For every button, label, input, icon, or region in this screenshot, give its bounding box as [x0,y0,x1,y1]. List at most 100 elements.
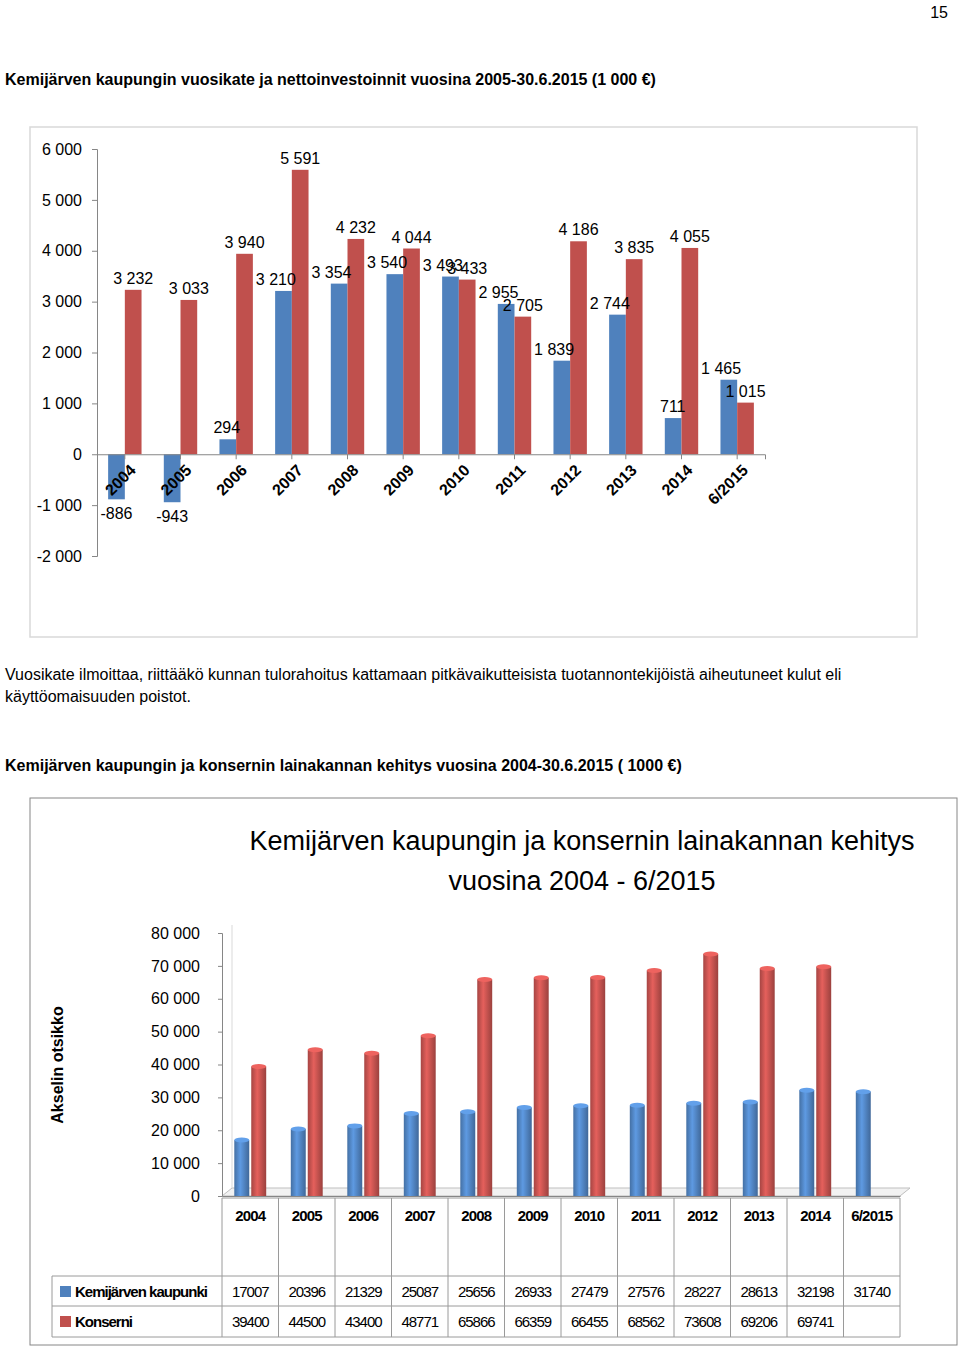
chart-title: Kemijärven kaupungin ja konsernin lainak… [250,826,915,896]
data-label: 3 210 [256,271,296,288]
tick-mark [218,1196,222,1197]
bar [291,1129,306,1196]
bar-cap [760,966,775,971]
bar [404,1114,419,1196]
bar [308,1050,323,1196]
table-rule [504,1198,505,1337]
bar [347,1126,362,1196]
tick-label: 30 000 [151,1089,200,1106]
table-value: 20396 [288,1283,325,1300]
tick-label: 2014 [800,1207,832,1224]
tick: 2009 [518,1196,549,1224]
bar [460,1112,475,1196]
table-rule [52,1337,900,1338]
bar [386,274,403,454]
tick-mark [458,454,459,459]
tick-mark [92,556,97,557]
tick-label: 60 000 [151,990,200,1007]
bar [219,439,236,454]
tick: 20 000 [151,1122,222,1139]
tick: -2 000 [37,548,97,565]
paragraph: Vuosikate ilmoittaa, riittääkö kunnan tu… [5,666,841,705]
tick-mark [92,149,97,150]
tick: 5 000 [42,191,97,208]
data-label: 1 015 [725,383,765,400]
table-rule [674,1198,675,1337]
bar [517,1107,532,1196]
table-rule [843,1198,844,1337]
table-value: 68562 [627,1313,664,1330]
data-label: 3 835 [614,239,654,256]
data-label: -943 [156,508,188,525]
y-axis: 010 00020 00030 00040 00050 00060 00070 … [151,925,222,1205]
tick: 60 000 [151,990,222,1007]
bar-cap [743,1099,758,1104]
table-value: 25656 [458,1283,495,1300]
tick-mark [92,302,97,303]
bar [442,277,459,455]
tick: 2004 [235,1196,267,1224]
bar [553,361,570,455]
tick: 4 000 [42,242,97,259]
tick-label: -2 000 [37,548,82,565]
tick-mark [218,1130,222,1131]
bar-cap [347,1123,362,1128]
tick: 2010 [574,1196,605,1224]
tick: 10 000 [151,1155,222,1172]
tick-label: 6/2015 [851,1207,893,1224]
tick-label: 10 000 [151,1155,200,1172]
tick-label: 2011 [631,1207,661,1224]
table-rule [448,1198,449,1337]
table-rule [52,1276,53,1337]
bar [816,967,831,1196]
bar [626,259,643,454]
tick-label: 80 000 [151,925,200,942]
table-value: 44500 [288,1313,325,1330]
table-value: 43400 [345,1313,382,1330]
tick-label: 40 000 [151,1056,200,1073]
table-value: 39400 [232,1313,269,1330]
tick: 2012 [547,454,584,498]
table-value: 25087 [401,1283,438,1300]
tick-mark [92,353,97,354]
tick: 2006 [213,454,250,498]
axis-line [92,150,98,557]
tick-label: 2005 [292,1207,323,1224]
chart-frame [30,798,957,1345]
axis-line [98,455,766,460]
tick: 6/2015 [705,454,752,508]
tick-label: 6/2015 [705,461,752,508]
bar [682,248,699,454]
data-label: 4 055 [670,228,710,245]
table-rule [617,1198,618,1337]
bar-cap [816,964,831,969]
data-label: 4 186 [558,221,598,238]
table-value: 66359 [514,1313,551,1330]
bar [515,317,532,455]
table-value: 27479 [571,1283,608,1300]
axis-line [223,1196,901,1197]
table-value: 21329 [345,1283,382,1300]
tick: 2009 [380,454,417,498]
axis-title: Akselin otsikko [49,1006,66,1124]
tick-label: 2009 [380,461,417,498]
data-label: 3 232 [113,270,153,287]
table-value: 27576 [627,1283,664,1300]
tick: 2014 [800,1196,832,1224]
table-rule [391,1198,392,1337]
tick-label: 2007 [269,461,306,498]
tick: 70 000 [151,957,222,974]
data-label: -886 [100,505,132,522]
table-rule [787,1198,788,1337]
tick-mark [218,966,222,967]
tick: 1 000 [42,395,97,412]
tick: 2005 [292,1196,323,1224]
tick-label: 2004 [102,461,139,498]
tick-mark [514,454,515,459]
tick: 2004 [102,454,139,498]
bar [799,1090,814,1196]
bar-cap [477,977,492,982]
tick: 30 000 [151,1089,222,1106]
bar-cap [291,1126,306,1131]
data-labels: -886-9432943 2103 3543 5403 4932 9551 83… [100,150,765,525]
